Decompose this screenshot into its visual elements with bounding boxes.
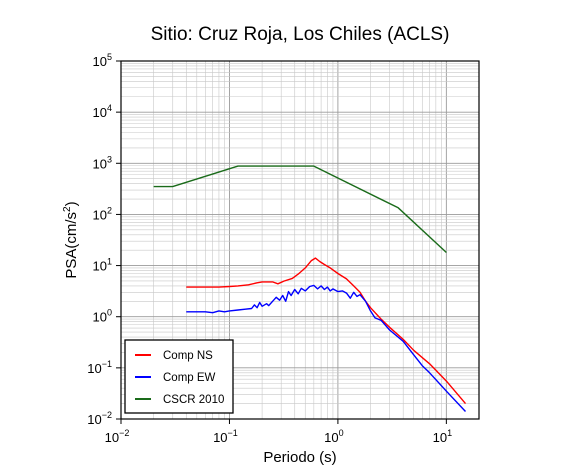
series-line-cscr-2010 [153, 165, 447, 254]
axes: 10−2 10−1 100 101 10−2 10−1 100 101 102 103 104 105 [87, 52, 452, 445]
legend-label: Comp NS [163, 350, 213, 362]
y-tick-label: 100 [93, 308, 112, 325]
chart-title: Sitio: Cruz Roja, Los Chiles (ACLS) [151, 24, 450, 45]
series-line-comp-ew [186, 284, 467, 412]
y-tick-label: 103 [93, 154, 112, 171]
y-tick-label: 10−2 [87, 410, 112, 427]
y-tick-label: 102 [93, 205, 112, 222]
plot-frame [120, 60, 480, 420]
x-axis-label: Periodo (s) [263, 449, 336, 466]
y-axis-label-close: ) [63, 201, 80, 206]
y-tick-label: 101 [93, 257, 112, 274]
y-tick-label: 10−1 [87, 359, 112, 376]
y-tick-label: 104 [93, 103, 112, 120]
legend-label: CSCR 2010 [163, 394, 224, 406]
y-axis-label: PSA(cm/s2) [62, 201, 80, 278]
x-tick-label: 100 [324, 428, 343, 445]
legend-label: Comp EW [163, 372, 216, 384]
y-tick-label: 105 [93, 52, 112, 69]
series-line-comp-ns [186, 257, 467, 405]
y-axis-label-superscript: 2 [62, 206, 73, 212]
y-axis-label-main: PSA(cm/s [63, 212, 80, 279]
x-tick-label: 101 [433, 428, 452, 445]
grid [120, 60, 480, 420]
x-tick-label: 10−2 [105, 428, 130, 445]
x-tick-label: 10−1 [213, 428, 238, 445]
legend: Comp NS Comp EW CSCR 2010 [124, 339, 234, 414]
series-lines [153, 165, 467, 412]
